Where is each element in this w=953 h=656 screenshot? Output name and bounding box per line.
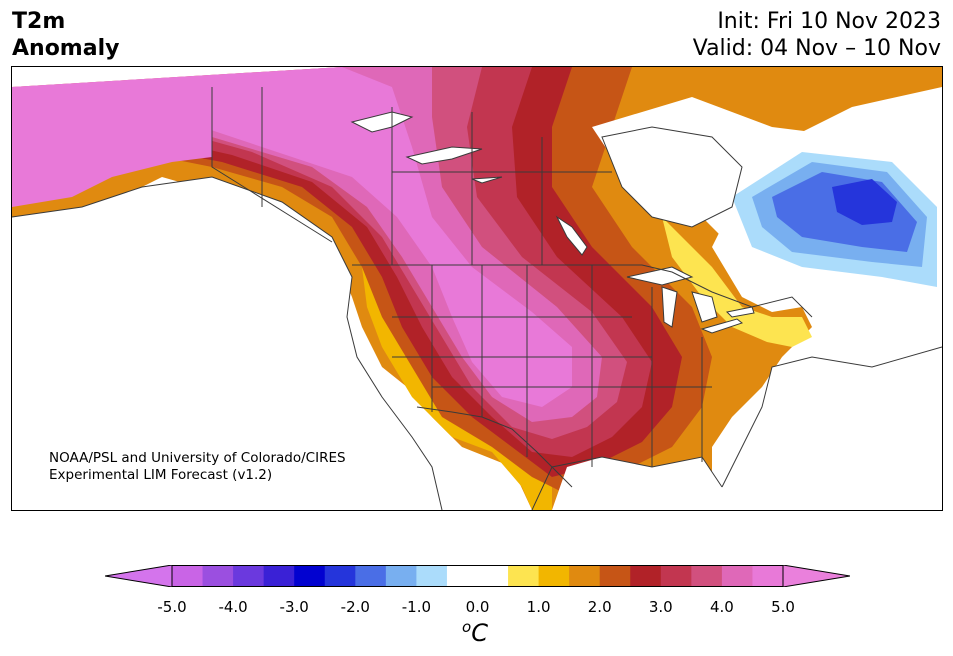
colorbar-swatch xyxy=(385,565,417,587)
colorbar-swatch xyxy=(569,565,601,587)
colorbar-swatch xyxy=(294,565,326,587)
valid-date: Valid: 04 Nov – 10 Nov xyxy=(692,36,941,61)
lake-athabasca xyxy=(471,176,503,184)
ocean-pacific xyxy=(12,177,442,510)
lake-superior xyxy=(626,266,694,286)
colorbar-tick-label: -1.0 xyxy=(401,598,432,616)
colorbar-swatch xyxy=(324,565,356,587)
colorbar-tick-label: -5.0 xyxy=(157,598,187,616)
lake-huron xyxy=(691,291,718,323)
colorbar-swatch xyxy=(446,565,478,587)
coastline-east xyxy=(721,346,942,488)
map-title: T2m Anomaly xyxy=(12,8,119,62)
border-us-canada xyxy=(352,264,813,318)
colorbar-outline xyxy=(171,565,784,587)
colorbar-tick-label: -4.0 xyxy=(218,598,248,616)
colorbar-swatch xyxy=(630,565,662,587)
colorbar-tick-label: -3.0 xyxy=(279,598,309,616)
border-us-mexico xyxy=(416,406,573,488)
lake-erie xyxy=(700,318,744,334)
colorbar-swatch xyxy=(752,565,784,587)
band-alaska xyxy=(12,87,212,207)
unit-letter: C xyxy=(471,619,488,647)
colorbar-swatch xyxy=(538,565,570,587)
colorbar-swatch xyxy=(263,565,295,587)
colorbar xyxy=(105,565,850,587)
colorbar-swatch xyxy=(691,565,723,587)
colorbar-tick-label: 4.0 xyxy=(709,598,734,616)
colorbar-ticks: -5.0 -4.0 -3.0 -2.0 -1.0 0.0 1.0 2.0 3.0 4.0 5.0 xyxy=(0,598,953,618)
colorbar-swatch xyxy=(172,565,204,587)
coastline-hudson xyxy=(601,126,743,228)
colorbar-swatch xyxy=(477,565,509,587)
lake-great-bear xyxy=(350,111,414,133)
colorbar-tick-label: 1.0 xyxy=(526,598,551,616)
coastline-gulf xyxy=(531,456,723,510)
colorbar-swatch xyxy=(416,565,448,587)
anomaly-map-svg xyxy=(12,67,942,510)
colorbar-extend-low xyxy=(105,565,173,587)
colorbar-swatch xyxy=(721,565,753,587)
init-date: Init: Fri 10 Nov 2023 xyxy=(717,9,941,34)
colorbar-tick-label: -2.0 xyxy=(340,598,370,616)
colorbar-swatch xyxy=(355,565,387,587)
colorbar-swatch xyxy=(202,565,234,587)
anomaly-map xyxy=(11,66,943,511)
title-line-2: Anomaly xyxy=(12,36,120,61)
coastline-west xyxy=(12,176,443,510)
borders xyxy=(12,87,942,510)
lake-winnipeg xyxy=(555,215,588,256)
lake-ontario xyxy=(725,306,755,318)
title-line-1: T2m xyxy=(12,9,66,34)
colorbar-tick-label: 0.0 xyxy=(465,598,490,616)
colorbar-swatch xyxy=(233,565,265,587)
ocean-atlantic xyxy=(722,347,942,510)
credit-text: NOAA/PSL and University of Colorado/CIRE… xyxy=(49,450,346,484)
ocean-gulf xyxy=(552,457,732,510)
unit-degree: o xyxy=(462,618,472,636)
lake-great-slave xyxy=(405,146,483,165)
colorbar-swatch xyxy=(660,565,692,587)
anomaly-bands xyxy=(12,67,942,510)
colorbar-unit: oC xyxy=(462,618,488,647)
colorbar-tick-label: 5.0 xyxy=(771,598,795,616)
colorbar-swatch xyxy=(599,565,631,587)
credit-line-1: NOAA/PSL and University of Colorado/CIRE… xyxy=(49,450,346,466)
lakes xyxy=(350,111,755,334)
forecast-dates: Init: Fri 10 Nov 2023 Valid: 04 Nov – 10… xyxy=(693,8,941,62)
band-deepblue xyxy=(832,179,897,225)
border-alaska xyxy=(211,87,333,243)
colorbar-extend-high xyxy=(782,565,850,587)
credit-line-2: Experimental LIM Forecast (v1.2) xyxy=(49,467,273,483)
band-pink xyxy=(12,67,602,422)
colorbar-tick-label: 3.0 xyxy=(648,598,673,616)
lake-michigan xyxy=(661,286,678,328)
colorbar-swatch xyxy=(508,565,540,587)
colorbar-tick-label: 2.0 xyxy=(587,598,612,616)
